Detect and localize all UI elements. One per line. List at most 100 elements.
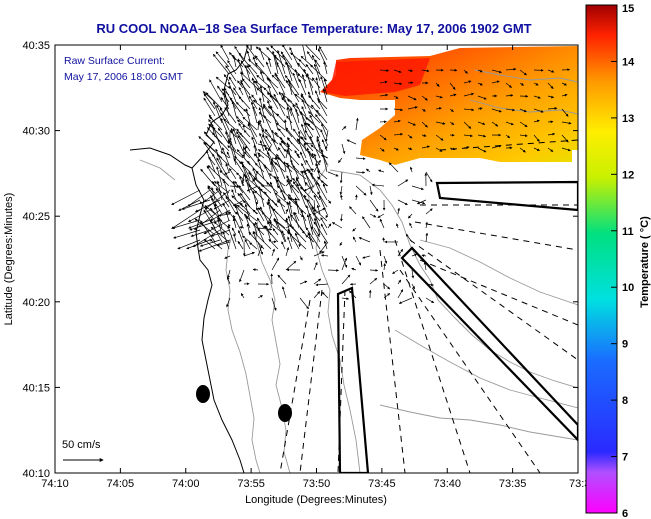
current-vector (285, 74, 300, 96)
current-vector (224, 171, 231, 175)
current-vector (519, 147, 526, 153)
current-vector (224, 107, 237, 124)
colorbar-tick-label: 15 (622, 3, 634, 15)
current-vector (268, 238, 279, 250)
current-vector (287, 164, 293, 180)
current-vector (315, 114, 328, 131)
current-vector (296, 183, 307, 208)
current-vector (301, 93, 314, 117)
current-vector (254, 190, 265, 201)
current-vector (408, 213, 413, 219)
current-vector (299, 168, 315, 173)
current-vector (238, 96, 251, 110)
current-vector (239, 132, 251, 145)
y-tick-label: 40:30 (22, 126, 50, 138)
current-vector (306, 214, 314, 236)
current-vector (209, 79, 223, 103)
current-vector (200, 220, 216, 243)
current-vector (203, 238, 216, 250)
current-vector (285, 179, 293, 187)
current-vector (341, 126, 347, 131)
current-vector (259, 140, 265, 152)
current-vector (425, 232, 429, 243)
current-vector (283, 161, 287, 173)
current-vector (354, 194, 358, 201)
current-vector (257, 154, 261, 159)
current-vector (341, 274, 351, 285)
current-vector (421, 134, 427, 137)
current-vector (305, 227, 321, 250)
current-vector (224, 255, 231, 259)
current-vector (229, 168, 237, 180)
current-vector (211, 132, 230, 152)
current-vector (173, 229, 201, 239)
current-vector (215, 51, 230, 68)
current-vector (369, 199, 379, 212)
current-vector (225, 65, 237, 82)
current-vector (411, 185, 424, 191)
current-vector (303, 185, 315, 192)
current-vector (316, 109, 328, 124)
current-vector (369, 277, 378, 285)
current-vector (449, 108, 454, 112)
current-vector (238, 185, 251, 201)
x-tick-label: 73:45 (368, 478, 396, 490)
current-vector (393, 119, 401, 123)
current-vector (265, 61, 272, 75)
current-vector (407, 95, 417, 101)
current-vector (257, 227, 273, 231)
current-vector (262, 105, 272, 117)
current-vector (245, 215, 258, 229)
current-vector (449, 93, 457, 97)
current-vector (282, 45, 293, 61)
current-vector (505, 82, 512, 88)
current-vector (198, 239, 231, 252)
current-vector (274, 72, 286, 96)
current-vector (276, 122, 286, 131)
colorbar-tick-label: 11 (622, 226, 634, 238)
current-vector (325, 143, 329, 150)
current-vector (352, 227, 357, 232)
current-vector (533, 95, 541, 99)
current-vector (232, 218, 237, 229)
current-vector (304, 194, 314, 215)
current-vector (223, 74, 230, 82)
current-vector (231, 189, 237, 201)
current-vector (320, 180, 329, 187)
current-vector (311, 152, 315, 159)
current-vector (341, 143, 346, 155)
y-tick-label: 40:20 (22, 297, 50, 309)
shipping-lane-dashes (279, 139, 578, 473)
current-vector (294, 150, 300, 159)
current-vector (232, 55, 237, 68)
current-source-label: Raw Surface Current: (64, 55, 165, 67)
current-vector (279, 136, 287, 145)
current-vector (397, 199, 408, 205)
current-vector (421, 108, 426, 112)
current-vector (421, 254, 427, 258)
current-vector (301, 73, 307, 89)
current-vector (259, 132, 265, 145)
current-vector (171, 219, 201, 229)
current-vector (188, 209, 211, 223)
current-vector (278, 198, 286, 215)
current-vector (327, 268, 340, 272)
current-vector (397, 248, 404, 257)
current-vector (463, 80, 472, 84)
colorbar-tick-label: 13 (622, 113, 634, 125)
current-vector (281, 241, 286, 250)
current-vector (491, 80, 500, 84)
current-vector (519, 108, 527, 113)
current-vector (206, 165, 216, 180)
current-vector (309, 114, 321, 138)
current-vector (283, 119, 287, 131)
x-tick-label: 73:35 (499, 478, 527, 490)
current-vector (416, 199, 427, 205)
current-vector (276, 61, 286, 82)
sensor-marker (196, 385, 210, 403)
current-vector (435, 107, 442, 110)
current-vector (266, 92, 286, 110)
current-vector (398, 297, 413, 304)
current-vector (235, 101, 244, 110)
current-vector (547, 95, 555, 99)
